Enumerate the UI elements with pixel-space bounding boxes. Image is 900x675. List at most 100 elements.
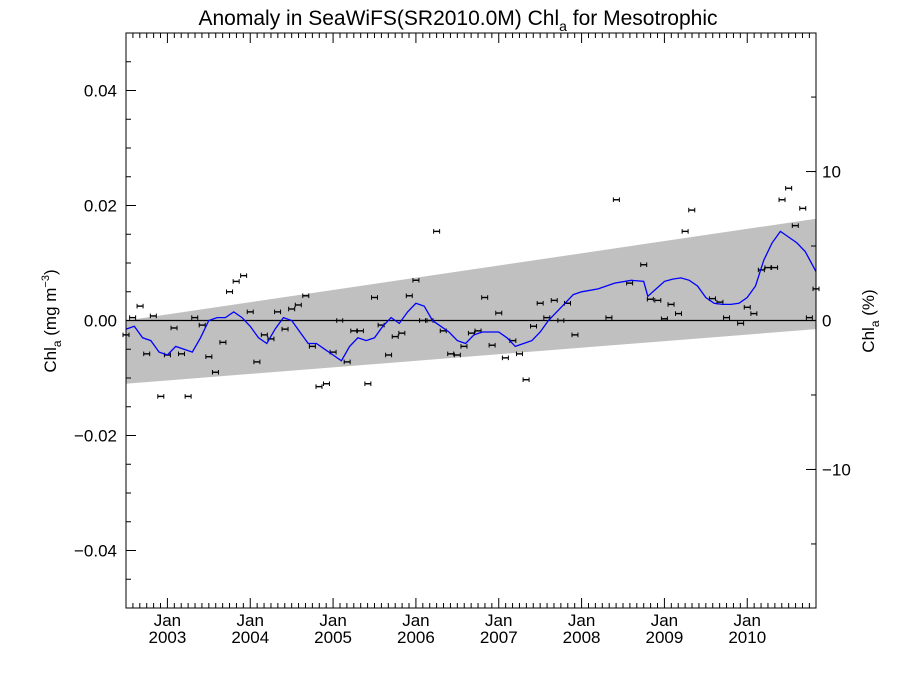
data-point [433, 229, 441, 234]
data-point [157, 394, 165, 399]
data-point [667, 302, 675, 307]
data-point [453, 352, 461, 358]
data-point [240, 273, 248, 278]
x-tick-label-month: Jan [237, 611, 264, 630]
data-point [488, 342, 496, 348]
y-tick-label: 0.02 [84, 197, 117, 216]
data-point [536, 300, 544, 306]
data-point [129, 315, 137, 320]
x-tick-label-year: 2003 [149, 628, 187, 647]
trend-line-layer [125, 230, 817, 362]
x-tick-label-month: Jan [568, 611, 595, 630]
data-point [226, 289, 234, 295]
uncertainty-band-layer [126, 218, 816, 384]
data-point [605, 315, 613, 320]
data-point [322, 381, 330, 387]
data-point [191, 315, 199, 320]
data-point [364, 381, 372, 387]
y2-axis-label: Chla (%) [859, 289, 882, 352]
data-point [612, 197, 620, 203]
x-tick-label-year: 2005 [314, 628, 352, 647]
data-point [281, 326, 289, 332]
data-point [419, 318, 427, 323]
x-tick-label-year: 2004 [231, 628, 269, 647]
data-point [515, 351, 523, 357]
data-point [688, 207, 696, 213]
data-point [184, 394, 192, 399]
x-tick-label-month: Jan [651, 611, 678, 630]
data-point [253, 359, 261, 365]
y-axis-label: Chla (mg m−3) [40, 269, 64, 372]
data-point [219, 340, 227, 345]
data-point [447, 351, 455, 357]
chart-title: Anomaly in SeaWiFS(SR2010.0M) Chla for M… [199, 7, 718, 34]
data-point [398, 330, 406, 336]
data-point [530, 323, 538, 329]
trend-line [125, 230, 817, 362]
data-point [274, 309, 282, 315]
data-point [799, 206, 807, 211]
data-point [232, 279, 240, 284]
data-point [370, 295, 378, 300]
data-point [205, 354, 213, 360]
data-point [302, 293, 310, 299]
x-tick-label-month: Jan [485, 611, 512, 630]
data-point [501, 355, 509, 361]
data-point [737, 321, 745, 326]
x-tick-label-year: 2006 [397, 628, 435, 647]
data-point [771, 265, 779, 270]
data-point [405, 293, 413, 299]
data-point [385, 352, 393, 358]
data-point [149, 313, 157, 319]
data-point [350, 328, 358, 334]
data-point [571, 332, 579, 338]
y-tick-label: −0.04 [74, 542, 117, 561]
data-point [522, 377, 530, 383]
data-point [412, 277, 420, 283]
y-tick-label: 0.04 [84, 82, 117, 101]
x-tick-label-month: Jan [402, 611, 429, 630]
data-point [308, 344, 316, 349]
data-point [343, 359, 351, 365]
data-point [640, 262, 648, 268]
y2-tick-label: 0 [822, 312, 831, 331]
data-point [550, 298, 558, 303]
data-point [557, 318, 565, 323]
data-point [260, 332, 268, 338]
data-point [136, 303, 144, 309]
data-point [211, 369, 219, 375]
data-point [681, 229, 689, 234]
data-point [674, 311, 682, 316]
data-point [294, 302, 302, 308]
x-tick-label-year: 2009 [646, 628, 684, 647]
ticks-layer: 0.040.020.00−0.02−0.04100−10Jan2003Jan20… [74, 32, 851, 647]
uncertainty-band [126, 218, 816, 384]
data-point [660, 316, 668, 322]
x-tick-label-month: Jan [154, 611, 181, 630]
data-point [356, 328, 364, 334]
data-point [805, 315, 813, 320]
x-tick-label-year: 2010 [728, 628, 766, 647]
data-point [654, 298, 662, 303]
data-point [246, 309, 254, 315]
data-point [646, 296, 654, 302]
y2-tick-label: 10 [822, 163, 841, 182]
y-tick-label: 0.00 [84, 312, 117, 331]
data-point [723, 315, 731, 320]
data-point [778, 197, 786, 203]
data-point [143, 351, 151, 357]
data-point [288, 306, 296, 312]
y2-tick-label: −10 [822, 460, 851, 479]
data-point [750, 311, 758, 316]
data-point [481, 295, 489, 300]
data-point [743, 304, 751, 310]
data-points-layer [122, 185, 820, 399]
data-point [170, 325, 178, 331]
x-tick-label-month: Jan [319, 611, 346, 630]
x-tick-label-year: 2008 [563, 628, 601, 647]
data-point [315, 384, 323, 389]
data-point [764, 265, 772, 270]
y-tick-label: −0.02 [74, 427, 117, 446]
x-tick-label-year: 2007 [480, 628, 518, 647]
